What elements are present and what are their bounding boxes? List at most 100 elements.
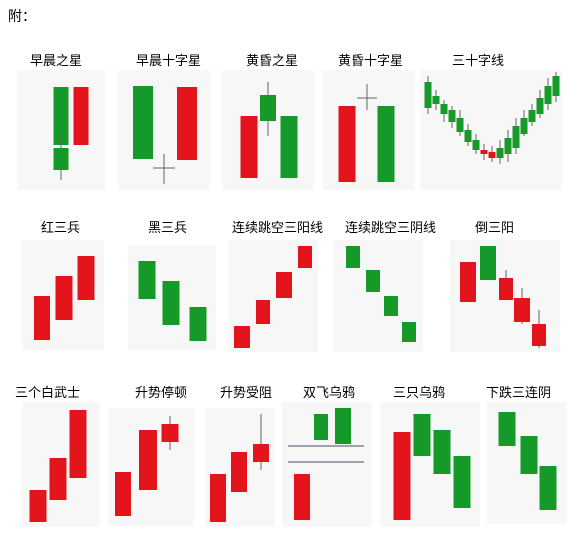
- panel-gap-three-yang: [228, 240, 318, 352]
- panel-rise-pause: [108, 408, 194, 526]
- candle-body-0: [294, 474, 310, 520]
- candle-body-0: [138, 261, 156, 299]
- candle-body-1: [49, 458, 67, 500]
- chart-thirty-line: [424, 72, 560, 164]
- candle-body-0: [29, 490, 47, 522]
- candle-body-15: [544, 86, 552, 104]
- candle-body-10: [504, 138, 512, 154]
- candle-body-3: [453, 456, 471, 508]
- label-thirty-line: 三十字线: [452, 54, 505, 69]
- candle-body-1: [260, 95, 276, 121]
- label-rise-blocked: 升势受阻: [220, 386, 273, 401]
- candle-body-0: [393, 432, 411, 520]
- chart-three-crows: [393, 414, 471, 520]
- candle-body-13: [528, 110, 536, 122]
- candle-body-2: [499, 278, 513, 300]
- label-evening-doji-star: 黄昏十字星: [338, 54, 404, 69]
- candle-body-1: [366, 270, 380, 292]
- panel-three-crows: [380, 402, 480, 527]
- candle-body-0: [338, 106, 356, 182]
- candle-body-14: [536, 98, 544, 114]
- chart-morning-doji-star: [133, 86, 197, 184]
- candle-body-2: [189, 307, 207, 341]
- candle-body-11: [512, 126, 520, 148]
- candle-body-2: [539, 466, 557, 510]
- label-morning-doji-star: 早晨十字星: [136, 54, 202, 69]
- candle-body-2: [73, 87, 89, 145]
- candle-body-2: [440, 104, 448, 114]
- candle-body-3: [448, 110, 456, 122]
- panel-evening-doji-star: [323, 70, 415, 190]
- candle-body-12: [520, 118, 528, 134]
- candle-body-2: [335, 408, 351, 444]
- candle-body-1: [432, 96, 440, 104]
- candle-body-1: [256, 300, 270, 324]
- candle-body-1: [413, 414, 431, 456]
- appendix-header: 附：: [8, 9, 36, 25]
- label-gap-three-yang: 连续跳空三阳线: [232, 221, 324, 236]
- panel-two-crows: [282, 402, 372, 527]
- candle-body-0: [115, 472, 131, 516]
- panel-rise-blocked: [205, 408, 275, 526]
- candle-body-2: [161, 424, 179, 442]
- chart-two-crows: [288, 408, 364, 520]
- candle-body-0: [133, 86, 153, 159]
- chart-falling-three-yin: [498, 412, 557, 510]
- candle-body-2: [253, 444, 269, 462]
- label-three-crows: 三只乌鸦: [393, 386, 446, 401]
- candle-body-1: [55, 276, 73, 320]
- panel-black-three-soldiers: [128, 245, 216, 350]
- candle-body-2: [433, 430, 451, 474]
- label-evening-star: 黄昏之星: [246, 54, 299, 69]
- candle-body-1: [480, 246, 496, 280]
- candle-body-0: [498, 412, 516, 446]
- candle-body-1: [231, 452, 247, 492]
- candle-body-0: [346, 246, 360, 268]
- chart-gap-three-yang: [234, 246, 312, 348]
- chart-black-three-soldiers: [138, 261, 207, 341]
- panel-gap-three-yin: [333, 240, 423, 352]
- chart-inverted-three-yang: [460, 246, 546, 348]
- label-two-crows: 双飞乌鸦: [303, 386, 356, 401]
- label-rise-pause: 升势停顿: [135, 386, 188, 401]
- panel-morning-star: [17, 70, 105, 190]
- label-falling-three-yin: 下跌三连阴: [486, 386, 552, 401]
- candle-body-4: [532, 324, 546, 346]
- candle-body-2: [280, 116, 298, 178]
- candle-body-1: [520, 436, 538, 474]
- panel-three-white-soldiers: [22, 402, 100, 527]
- candle-body-0: [234, 326, 250, 348]
- candle-body-7: [480, 150, 488, 154]
- panel-falling-three-yin: [487, 402, 567, 524]
- candle-body-1: [139, 430, 157, 490]
- candle-body-1: [314, 414, 328, 440]
- candle-body-2: [177, 87, 197, 160]
- panel-red-three-soldiers: [22, 240, 104, 350]
- panel-morning-doji-star: [118, 70, 210, 190]
- candle-body-0: [34, 296, 50, 340]
- label-morning-star: 早晨之星: [30, 54, 83, 69]
- chart-morning-star: [53, 87, 89, 180]
- candle-body-8: [488, 152, 496, 158]
- chart-evening-doji-star: [338, 84, 395, 182]
- candle-body-6: [472, 140, 480, 150]
- candle-body-5: [464, 130, 472, 142]
- label-inverted-three-yang: 倒三阳: [475, 221, 515, 236]
- candle-body-3: [298, 246, 312, 268]
- candle-body-0: [460, 262, 476, 302]
- chart-red-three-soldiers: [34, 256, 95, 340]
- panel-thirty-line: [420, 70, 562, 190]
- panel-evening-star: [222, 70, 314, 190]
- candle-body-2: [69, 410, 87, 478]
- candle-body-2: [276, 272, 292, 298]
- chart-evening-star: [240, 82, 298, 178]
- candle-body-2: [377, 106, 395, 182]
- chart-rise-blocked: [210, 414, 269, 522]
- candle-body-3: [514, 298, 530, 322]
- label-red-three-soldiers: 红三兵: [41, 221, 81, 236]
- candle-body-1: [162, 281, 180, 325]
- candle-body-0: [240, 116, 258, 178]
- chart-three-white-soldiers: [29, 410, 87, 522]
- candle-body-2: [77, 256, 95, 300]
- chart-gap-three-yin: [346, 246, 416, 342]
